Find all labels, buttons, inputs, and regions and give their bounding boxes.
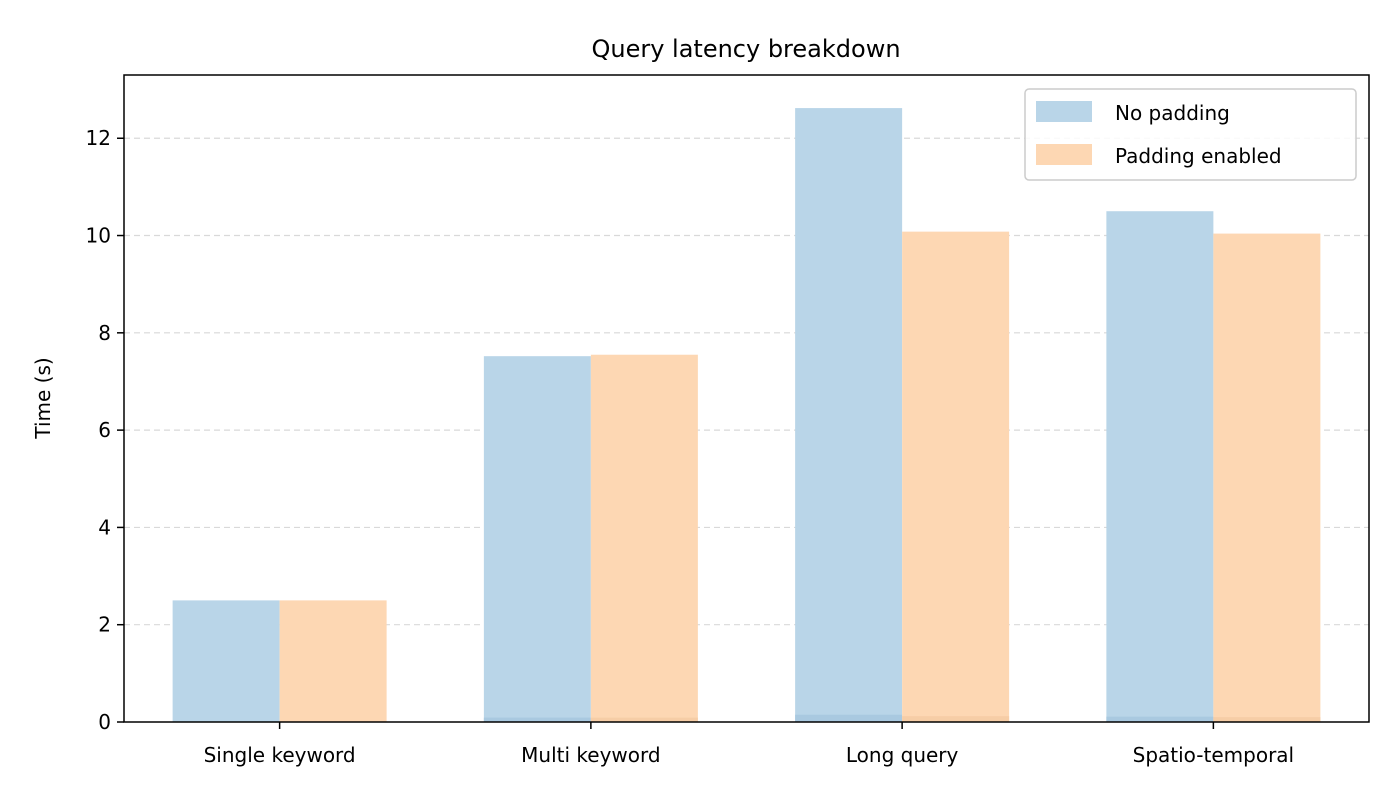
bar-base-segment-padding-enabled-long-query [902, 716, 1010, 722]
legend-label-padding-enabled: Padding enabled [1115, 144, 1282, 168]
bar-no-padding-multi-keyword [483, 356, 591, 722]
y-tick-label: 4 [98, 515, 111, 539]
y-tick-label: 10 [86, 224, 111, 248]
bar-padding-enabled-multi-keyword [590, 354, 698, 722]
bar-padding-enabled-spatio-temporal [1213, 233, 1321, 723]
y-axis: 0 2 4 6 8 10 12 [86, 126, 124, 734]
x-tick-label-long-query: Long query [846, 743, 959, 767]
bar-padding-enabled-long-query [902, 231, 1010, 723]
legend-label-no-padding: No padding [1115, 101, 1230, 125]
chart-title: Query latency breakdown [591, 35, 900, 63]
y-tick-label: 12 [86, 126, 111, 150]
bar-base-segment-no-padding-spatio-temporal [1106, 716, 1214, 722]
bar-base-segment-no-padding-long-query [795, 714, 903, 722]
bar-base-segment-padding-enabled-spatio-temporal [1213, 717, 1321, 722]
bar-base-segment-padding-enabled-multi-keyword [590, 717, 698, 722]
legend: No padding Padding enabled [1024, 88, 1357, 181]
bar-padding-enabled-single-keyword [279, 600, 387, 722]
x-tick-label-spatio-temporal: Spatio-temporal [1133, 743, 1294, 767]
bars [172, 108, 1321, 723]
bar-base-segment-no-padding-multi-keyword [483, 717, 591, 722]
plot-frame [123, 74, 1370, 723]
y-tick-label: 2 [98, 613, 111, 637]
gridlines [124, 137, 1369, 626]
bar-no-padding-long-query [795, 108, 903, 722]
y-tick-label: 8 [98, 321, 111, 345]
legend-swatch-no-padding [1036, 101, 1092, 122]
bar-no-padding-spatio-temporal [1106, 211, 1214, 723]
bar-no-padding-single-keyword [172, 600, 280, 722]
y-tick-label: 0 [98, 710, 111, 734]
x-tick-label-single-keyword: Single keyword [204, 743, 356, 767]
x-axis: Single keyword Multi keyword Long query Spa… [204, 722, 1294, 767]
y-axis-label: Time (s) [31, 357, 55, 439]
legend-box [1024, 88, 1357, 181]
y-tick-label: 6 [98, 418, 111, 442]
legend-swatch-padding-enabled [1036, 144, 1092, 165]
x-tick-label-multi-keyword: Multi keyword [521, 743, 660, 767]
